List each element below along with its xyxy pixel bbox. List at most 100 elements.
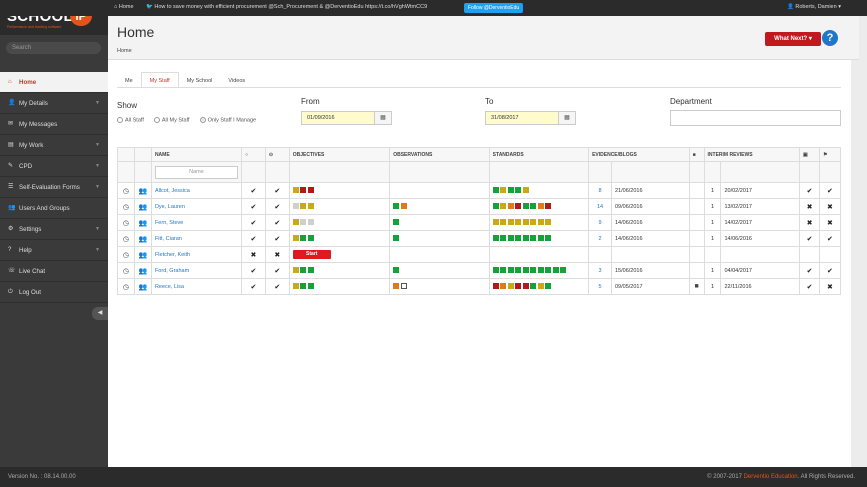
- rating-square[interactable]: [537, 283, 544, 290]
- rating-square[interactable]: [545, 267, 552, 274]
- tab-my-staff[interactable]: My Staff: [140, 72, 179, 88]
- rating-square[interactable]: [400, 203, 407, 210]
- rating-square[interactable]: [292, 283, 299, 290]
- review-mark[interactable]: ✖: [806, 219, 813, 227]
- header-objectives[interactable]: OBJECTIVES: [288, 147, 391, 162]
- tweet-ticker[interactable]: 🐦 How to save money with efficient procu…: [146, 4, 427, 10]
- header-video-icon[interactable]: ■: [688, 147, 705, 162]
- rating-square[interactable]: [530, 203, 537, 210]
- rating-square[interactable]: [492, 267, 499, 274]
- rating-square[interactable]: [507, 267, 514, 274]
- header-observations[interactable]: OBSERVATIONS: [389, 147, 490, 162]
- sidebar-item-my-work[interactable]: ▤ My Work ▼: [0, 135, 108, 156]
- rating-square[interactable]: [507, 283, 514, 290]
- rating-square[interactable]: [307, 283, 314, 290]
- rating-square[interactable]: [500, 267, 507, 274]
- header-standards[interactable]: STANDARDS: [488, 147, 590, 162]
- rating-square[interactable]: [530, 235, 537, 242]
- clock-icon[interactable]: ◷: [122, 251, 130, 259]
- users-icon[interactable]: 👥: [138, 283, 148, 291]
- sidebar-item-home[interactable]: ⌂ Home: [0, 72, 108, 93]
- flag-mark[interactable]: ✔: [827, 235, 833, 243]
- evidence-count-link[interactable]: 2: [598, 235, 602, 242]
- sidebar-item-live-chat[interactable]: ☏ Live Chat: [0, 261, 108, 282]
- rating-square[interactable]: [300, 187, 307, 194]
- department-select[interactable]: [670, 110, 841, 126]
- rating-square[interactable]: [500, 187, 507, 194]
- topbar-home-link[interactable]: ⌂ Home: [114, 4, 134, 10]
- review-mark[interactable]: ✔: [806, 187, 813, 195]
- follow-button[interactable]: Follow @DerventioEdu: [464, 3, 524, 13]
- start-objectives-button[interactable]: Start: [292, 250, 331, 259]
- rating-square[interactable]: [300, 203, 307, 210]
- sidebar-item-cpd[interactable]: ✎ CPD ▼: [0, 156, 108, 177]
- clock-icon[interactable]: ◷: [122, 203, 130, 211]
- search-input[interactable]: Search: [6, 42, 101, 54]
- rating-square[interactable]: [500, 203, 507, 210]
- header-name[interactable]: NAME: [150, 147, 242, 162]
- rating-square[interactable]: [500, 219, 507, 226]
- evidence-count-link[interactable]: 9: [598, 219, 602, 226]
- rating-square[interactable]: [522, 187, 529, 194]
- rating-square[interactable]: [393, 219, 400, 226]
- users-icon[interactable]: 👥: [138, 187, 148, 195]
- evidence-count-link[interactable]: 3: [598, 267, 602, 274]
- rating-square[interactable]: [307, 203, 314, 210]
- header-flag-icon[interactable]: ⚑: [818, 147, 842, 162]
- rating-square[interactable]: [400, 283, 407, 290]
- rating-square[interactable]: [500, 283, 507, 290]
- header-check-circle-icon[interactable]: ⊙: [264, 147, 290, 162]
- rating-square[interactable]: [292, 187, 299, 194]
- users-icon[interactable]: 👥: [138, 203, 148, 211]
- show-option-only-staff-i-manage[interactable]: Only Staff I Manage: [199, 117, 256, 123]
- rating-square[interactable]: [552, 267, 559, 274]
- evidence-count-link[interactable]: 14: [596, 203, 604, 210]
- name-filter-input[interactable]: Name: [154, 165, 238, 179]
- staff-name-link[interactable]: Ford, Graham: [154, 267, 190, 274]
- copyright-brand[interactable]: Derventio Education: [743, 474, 798, 480]
- users-icon[interactable]: 👥: [138, 267, 148, 275]
- rating-square[interactable]: [515, 187, 522, 194]
- staff-name-link[interactable]: Dye, Lauren: [154, 203, 185, 210]
- rating-square[interactable]: [492, 283, 499, 290]
- rating-square[interactable]: [515, 235, 522, 242]
- rating-square[interactable]: [292, 235, 299, 242]
- show-option-all-my-staff[interactable]: All My Staff: [153, 117, 190, 123]
- rating-square[interactable]: [515, 219, 522, 226]
- rating-square[interactable]: [560, 267, 567, 274]
- tab-my-school[interactable]: My School: [186, 78, 213, 84]
- review-mark[interactable]: ✔: [806, 235, 813, 243]
- rating-square[interactable]: [492, 219, 499, 226]
- rating-square[interactable]: [492, 235, 499, 242]
- rating-square[interactable]: [522, 235, 529, 242]
- review-mark[interactable]: ✔: [806, 283, 813, 291]
- review-mark[interactable]: ✔: [806, 267, 813, 275]
- rating-square[interactable]: [537, 219, 544, 226]
- radio-button[interactable]: [153, 117, 160, 123]
- staff-name-link[interactable]: Reece, Lisa: [154, 283, 184, 290]
- scrollbar[interactable]: [851, 60, 859, 467]
- clock-icon[interactable]: ◷: [122, 283, 130, 291]
- flag-mark[interactable]: ✖: [827, 219, 833, 227]
- rating-square[interactable]: [393, 235, 400, 242]
- clock-icon[interactable]: ◷: [122, 219, 130, 227]
- staff-name-link[interactable]: Fern, Steve: [154, 219, 184, 226]
- rating-square[interactable]: [300, 267, 307, 274]
- radio-button[interactable]: [199, 117, 206, 123]
- clock-icon[interactable]: ◷: [122, 267, 130, 275]
- rating-square[interactable]: [292, 203, 299, 210]
- sidebar-item-log-out[interactable]: ⏻ Log Out: [0, 282, 108, 303]
- rating-square[interactable]: [522, 267, 529, 274]
- rating-square[interactable]: [545, 235, 552, 242]
- rating-square[interactable]: [307, 219, 314, 226]
- breadcrumb[interactable]: Home: [117, 48, 132, 54]
- from-date-input[interactable]: 01/09/2016: [301, 111, 375, 125]
- what-next-button[interactable]: What Next? ▾: [765, 32, 821, 46]
- flag-mark[interactable]: ✖: [827, 203, 833, 211]
- rating-square[interactable]: [530, 219, 537, 226]
- rating-square[interactable]: [507, 187, 514, 194]
- rating-square[interactable]: [393, 267, 400, 274]
- rating-square[interactable]: [393, 203, 400, 210]
- sidebar-item-my-details[interactable]: 👤 My Details ▼: [0, 93, 108, 114]
- users-icon[interactable]: 👥: [138, 219, 148, 227]
